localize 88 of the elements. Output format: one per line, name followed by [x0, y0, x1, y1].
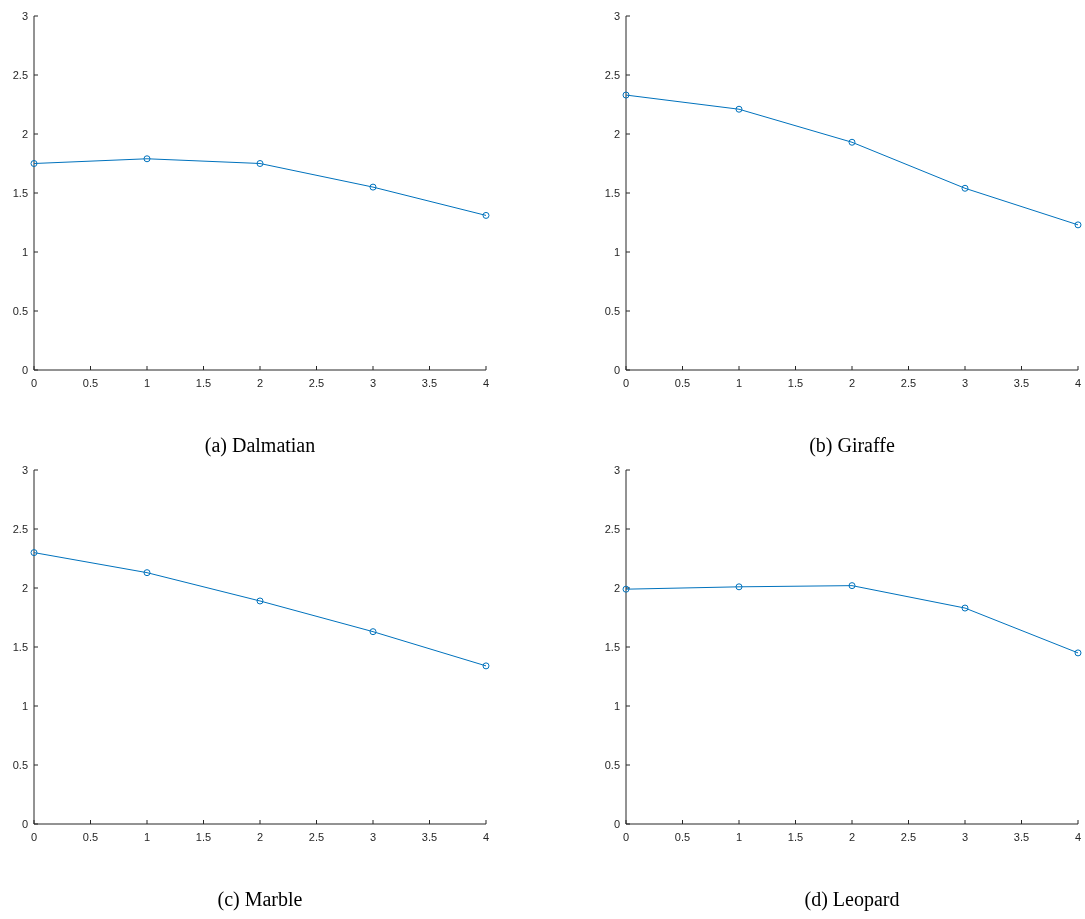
y-tick-label: 1 [613, 699, 620, 712]
y-tick-label: 1 [21, 699, 28, 712]
y-tick-label: 0.5 [12, 304, 28, 317]
x-tick-label: 0 [30, 831, 38, 843]
x-tick-label: 3 [369, 377, 377, 389]
point [482, 662, 490, 670]
x-tick-label: 0.5 [82, 377, 99, 389]
y-tick-label: 1 [21, 245, 28, 258]
point [30, 549, 38, 557]
x-tick-label: 2.5 [900, 377, 917, 389]
y-tick-label: 2 [613, 581, 620, 594]
x-tick-label: 1 [143, 377, 151, 389]
x-tick-label: 3.5 [1013, 377, 1030, 389]
x-tick-label: 4 [1074, 377, 1082, 389]
text: (c) Marble [217, 888, 303, 911]
x-tick-label: 1.5 [195, 377, 212, 389]
y-tick-label: 0 [21, 817, 28, 830]
x-tick-label: 3 [961, 377, 969, 389]
y-tick-label: 2 [21, 581, 28, 594]
x-tick-label: 0.5 [82, 831, 99, 843]
x-tick-label: 2 [848, 831, 856, 843]
y-tick-label: 3 [613, 9, 620, 22]
point [1074, 649, 1082, 657]
x-tick-label: 3 [961, 831, 969, 843]
point [848, 582, 856, 590]
y-tick-label: 0 [21, 363, 28, 376]
y-tick-label: 0.5 [604, 758, 620, 771]
x-tick-label: 1.5 [787, 377, 804, 389]
x-tick-label: 3.5 [421, 831, 438, 843]
x-tick-label: 0 [622, 831, 630, 843]
point [369, 628, 377, 636]
text: (a) Dalmatian [204, 434, 316, 457]
text: (b) Giraffe [809, 434, 895, 457]
y-tick-label: 2.5 [12, 68, 28, 81]
x-tick-label: 2 [848, 377, 856, 389]
point [622, 585, 630, 593]
point [1074, 221, 1082, 229]
x-tick-label: 2 [256, 831, 264, 843]
x-tick-label: 1.5 [195, 831, 212, 843]
x-tick-label: 1 [735, 377, 743, 389]
x-tick-label: 4 [482, 377, 490, 389]
x-tick-label: 2.5 [308, 831, 325, 843]
y-tick-label: 2 [613, 127, 620, 140]
x-tick-label: 0 [30, 377, 38, 389]
y-tick-label: 1 [613, 245, 620, 258]
x-tick-label: 3 [369, 831, 377, 843]
point [143, 569, 151, 577]
y-tick-label: 3 [613, 463, 620, 476]
point [369, 183, 377, 191]
point [256, 160, 264, 167]
x-tick-label: 1 [735, 831, 743, 843]
y-tick-label: 2.5 [604, 522, 620, 535]
y-tick-label: 0 [613, 817, 620, 830]
point [30, 160, 38, 167]
x-tick-label: 1.5 [787, 831, 804, 843]
point [961, 604, 969, 612]
point [482, 211, 490, 219]
x-tick-label: 1 [143, 831, 151, 843]
y-tick-label: 1.5 [12, 186, 28, 199]
y-tick-label: 0.5 [12, 758, 28, 771]
x-tick-label: 0.5 [674, 831, 691, 843]
point [256, 597, 264, 605]
y-tick-label: 0.5 [604, 304, 620, 317]
point [143, 155, 151, 163]
y-tick-label: 2.5 [12, 522, 28, 535]
x-tick-label: 0.5 [674, 377, 691, 389]
y-tick-label: 1.5 [604, 640, 620, 653]
point [961, 184, 969, 192]
point [622, 91, 630, 99]
y-tick-label: 2 [21, 127, 28, 140]
text: (d) Leopard [804, 888, 900, 911]
x-tick-label: 3.5 [421, 377, 438, 389]
y-tick-label: 0 [613, 363, 620, 376]
x-tick-label: 0 [622, 377, 630, 389]
x-tick-label: 3.5 [1013, 831, 1030, 843]
point [848, 138, 856, 146]
x-tick-label: 2.5 [900, 831, 917, 843]
x-tick-label: 2 [256, 377, 264, 389]
y-tick-label: 2.5 [604, 68, 620, 81]
y-tick-label: 1.5 [604, 186, 620, 199]
y-tick-label: 3 [21, 9, 28, 22]
point [735, 583, 743, 591]
y-tick-label: 3 [21, 463, 28, 476]
x-tick-label: 2.5 [308, 377, 325, 389]
x-tick-label: 4 [1074, 831, 1082, 843]
x-tick-label: 4 [482, 831, 490, 843]
point [735, 105, 743, 113]
y-tick-label: 1.5 [12, 640, 28, 653]
